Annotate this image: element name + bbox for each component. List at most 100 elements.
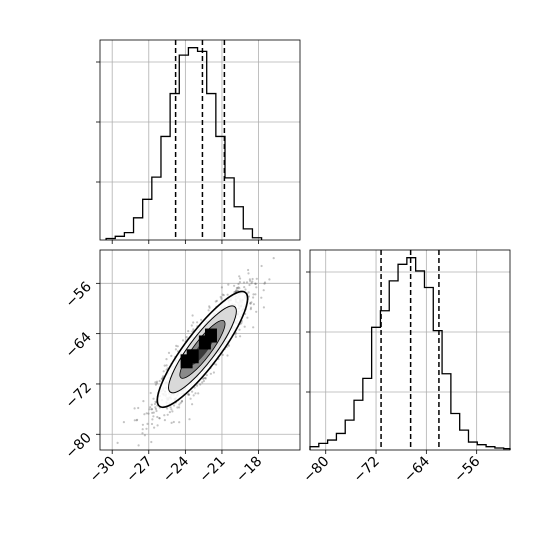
y-tick-label-3: −56 [63, 279, 95, 311]
scatter-point [155, 382, 159, 385]
scatter-point [248, 278, 251, 281]
scatter-point [187, 330, 190, 333]
scatter-point [180, 400, 184, 403]
scatter-point [192, 394, 195, 397]
scatter-point [250, 282, 253, 285]
scatter-point [141, 432, 144, 435]
scatter-point [243, 325, 246, 328]
scatter-2d-panel: −30 −27 −24 −21 −18 −80 −72 −64 −56 [63, 249, 301, 486]
scatter-point [154, 407, 158, 411]
scatter-point [188, 418, 191, 421]
x-tick-label-4: −18 [233, 454, 265, 486]
scatter-point [161, 375, 165, 378]
scatter-point [227, 283, 230, 286]
y-hist-x-tick-label-2: −64 [401, 453, 433, 485]
scatter-point [249, 306, 253, 309]
scatter-point [238, 275, 241, 278]
scatter-point [143, 434, 146, 437]
y-tick-label-1: −72 [63, 379, 95, 411]
scatter-point [255, 310, 258, 313]
scatter-point [191, 403, 194, 406]
y-hist-x-tick-label-3: −56 [451, 453, 483, 485]
scatter-point [205, 374, 208, 377]
scatter-point [204, 377, 207, 380]
scatter-point [263, 281, 267, 284]
scatter-point [165, 364, 168, 367]
scatter-point [238, 328, 241, 331]
scatter-point [172, 420, 175, 424]
contour-core-3 [180, 354, 193, 369]
scatter-point [189, 397, 192, 400]
scatter-point [235, 289, 238, 292]
scatter-point [262, 289, 265, 292]
scatter-point [197, 392, 200, 395]
scatter-point [151, 411, 154, 414]
scatter-point [170, 354, 173, 357]
scatter-point [162, 370, 165, 373]
scatter-point [255, 286, 258, 289]
scatter-point [155, 409, 158, 413]
scatter-point [252, 303, 255, 306]
scatter-point [192, 321, 195, 324]
scatter-point [133, 419, 136, 422]
scatter-point [148, 408, 151, 411]
scatter-point [222, 294, 225, 297]
scatter-point [226, 293, 229, 296]
scatter-point [201, 381, 204, 384]
scatter-point [174, 348, 177, 351]
x-tick-label-3: −21 [197, 454, 229, 486]
y-tick-label-0: −80 [63, 430, 95, 462]
scatter-point [158, 417, 161, 420]
scatter-point [180, 399, 184, 403]
scatter-point [254, 282, 257, 285]
x-hist-histogram-step [105, 47, 263, 240]
scatter-point [202, 377, 205, 380]
scatter-point [168, 411, 171, 414]
scatter-point [178, 421, 181, 424]
scatter-point [237, 282, 240, 286]
scatter-point [152, 411, 155, 414]
scatter-point [192, 328, 195, 331]
scatter-point [238, 281, 241, 284]
scatter-point [152, 415, 155, 418]
scatter-point [150, 408, 154, 411]
scatter-point [221, 293, 224, 296]
scatter-point [238, 287, 241, 290]
scatter-point [169, 406, 172, 409]
scatter-point [207, 309, 210, 312]
scatter-point [199, 383, 202, 386]
scatter-point [153, 426, 156, 429]
scatter-point [176, 406, 179, 409]
scatter-point [181, 339, 185, 342]
scatter-point [250, 301, 253, 304]
scatter-point [242, 281, 246, 284]
scatter-point [150, 440, 153, 444]
scatter-point [156, 424, 159, 427]
scatter-point [249, 302, 252, 305]
y-hist-x-tick-label-0: −80 [300, 454, 332, 486]
scatter-point [235, 286, 238, 290]
scatter-point [226, 354, 229, 357]
scatter-point [137, 444, 140, 447]
scatter-point [190, 324, 193, 327]
x-hist-frame [99, 39, 301, 241]
scatter-point [150, 408, 153, 411]
scatter-point [234, 333, 237, 336]
scatter-point [160, 377, 163, 381]
scatter-point [234, 335, 237, 338]
scatter-point [158, 417, 161, 420]
scatter-point [235, 289, 238, 292]
scatter-point [249, 308, 252, 311]
scatter-point [163, 419, 166, 422]
scatter-point [188, 393, 191, 396]
scatter-point [147, 412, 150, 415]
scatter-point [154, 381, 157, 384]
scatter-point [175, 344, 178, 347]
scatter-point [191, 314, 194, 317]
scatter-point [240, 321, 243, 324]
scatter-point [179, 401, 182, 404]
scatter-point [220, 286, 223, 289]
scatter-point [150, 403, 153, 406]
scatter-point [262, 306, 265, 309]
scatter-point [178, 406, 181, 409]
